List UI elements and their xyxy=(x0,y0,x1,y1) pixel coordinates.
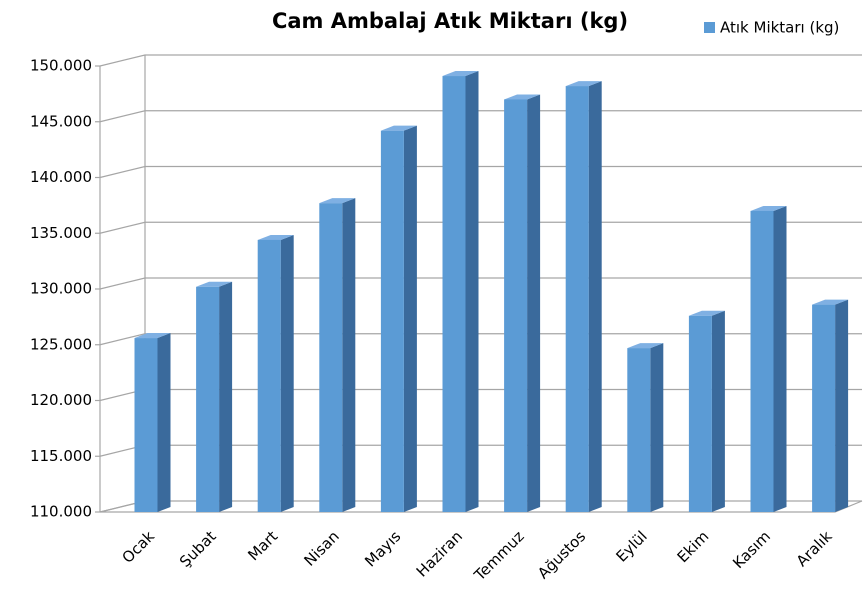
bar-top xyxy=(565,81,602,87)
legend-label: Atık Miktarı (kg) xyxy=(720,19,839,37)
x-tick-label: Şubat xyxy=(176,527,220,571)
bar xyxy=(565,81,602,512)
bar-front xyxy=(380,130,404,513)
y-tick-label: 140.000 xyxy=(30,168,92,186)
bar-side xyxy=(527,94,541,512)
bar-side xyxy=(219,281,233,512)
bar-side xyxy=(280,234,294,512)
grid-line xyxy=(99,54,862,67)
x-tick-label: Nisan xyxy=(300,527,342,569)
bar-side xyxy=(342,198,356,512)
bar-top xyxy=(812,299,849,305)
bar-front xyxy=(627,348,651,512)
bar xyxy=(319,198,356,512)
y-tick-label: 145.000 xyxy=(30,112,92,130)
bar-side xyxy=(157,333,171,512)
bar-front xyxy=(504,99,528,512)
y-tick-label: 115.000 xyxy=(30,447,92,465)
bar-side xyxy=(711,310,725,512)
bar-top xyxy=(257,234,294,240)
bar-top xyxy=(196,281,233,287)
bar xyxy=(750,205,787,512)
grid-line xyxy=(99,110,862,123)
y-tick-label: 110.000 xyxy=(30,503,92,521)
x-tick-label: Eylül xyxy=(612,527,650,565)
x-tick-label: Ağustos xyxy=(534,527,589,582)
bar-front xyxy=(319,203,343,512)
bar-top xyxy=(627,343,664,349)
bar xyxy=(504,94,541,512)
bar-front xyxy=(257,239,281,512)
bar-front xyxy=(565,86,589,512)
bar xyxy=(380,125,417,513)
bar-top xyxy=(380,125,417,131)
bar-top xyxy=(319,198,356,204)
grid-line xyxy=(99,165,862,179)
y-tick-label: 125.000 xyxy=(30,335,92,353)
bar xyxy=(257,234,294,512)
bar xyxy=(196,281,233,512)
bar-top xyxy=(134,333,171,339)
grid-line xyxy=(99,333,862,346)
x-tick-label: Ocak xyxy=(118,527,158,567)
bar-side xyxy=(403,125,417,513)
bar-top xyxy=(750,205,787,211)
x-tick-label: Ekim xyxy=(674,527,713,566)
y-tick-label: 135.000 xyxy=(30,224,92,242)
bar xyxy=(627,343,664,512)
bar xyxy=(812,299,849,512)
bar-side xyxy=(465,71,479,512)
x-tick-label: Kasım xyxy=(729,527,774,572)
bar xyxy=(688,310,725,512)
y-tick-label: 150.000 xyxy=(30,57,92,75)
bar xyxy=(442,71,479,512)
bar xyxy=(134,333,171,512)
bar-front xyxy=(134,338,158,512)
grid-line xyxy=(99,221,862,234)
bar-side xyxy=(773,205,787,512)
x-tick-label: Mayıs xyxy=(361,527,404,570)
bar-front xyxy=(196,286,220,512)
x-tick-label: Temmuz xyxy=(470,527,528,585)
bar-front xyxy=(688,315,712,512)
x-tick-label: Aralık xyxy=(793,527,836,570)
bar-top xyxy=(442,71,479,77)
legend-swatch xyxy=(704,22,715,33)
y-tick-label: 130.000 xyxy=(30,280,92,298)
x-tick-label: Mart xyxy=(244,527,281,564)
x-tick-label: Haziran xyxy=(413,527,466,580)
bar-side xyxy=(835,299,849,512)
y-tick-label: 120.000 xyxy=(30,391,92,409)
bar-side xyxy=(588,81,602,512)
bar-side xyxy=(650,343,664,512)
bar-front xyxy=(442,76,466,512)
bar-front xyxy=(812,304,836,512)
bar-top xyxy=(504,94,541,100)
grid-line xyxy=(99,277,862,290)
bar-front xyxy=(750,210,774,512)
bar-top xyxy=(688,310,725,316)
chart-title: Cam Ambalaj Atık Miktarı (kg) xyxy=(272,9,628,33)
